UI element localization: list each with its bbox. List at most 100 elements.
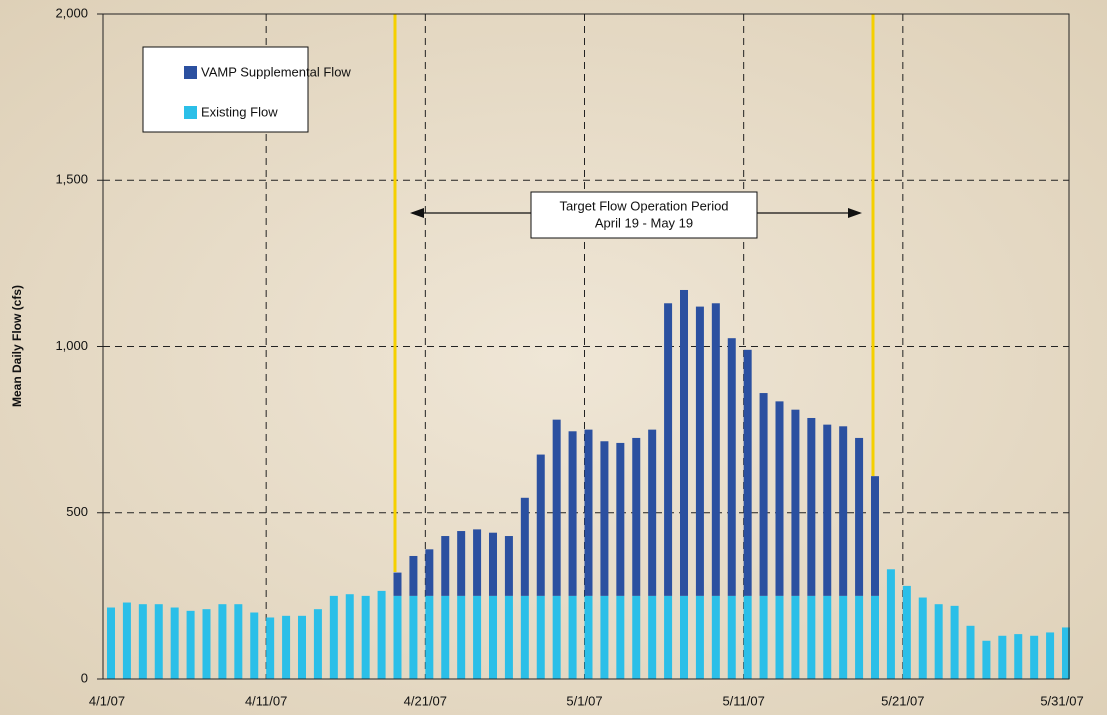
bar — [791, 595, 800, 679]
bar — [154, 604, 163, 679]
bar — [1014, 634, 1023, 679]
bar — [855, 437, 864, 596]
x-tick-label: 5/21/07 — [881, 693, 924, 708]
bar — [393, 595, 402, 679]
bar — [138, 604, 147, 679]
bar — [298, 615, 306, 679]
bar — [329, 595, 338, 679]
x-tick-label: 5/1/07 — [566, 693, 602, 708]
bar — [504, 536, 513, 596]
bar — [1046, 632, 1055, 679]
bar — [489, 532, 497, 596]
bar — [759, 595, 768, 679]
bar — [695, 595, 704, 679]
bar — [918, 597, 927, 679]
legend-label: VAMP Supplemental Flow — [201, 64, 351, 79]
bar — [584, 595, 593, 679]
y-axis-title: Mean Daily Flow (cfs) — [10, 285, 24, 407]
bar — [807, 595, 816, 679]
x-tick-label: 4/11/07 — [245, 693, 287, 708]
bar — [1062, 627, 1070, 679]
bar — [107, 607, 115, 679]
bar — [313, 609, 322, 679]
bar — [950, 605, 959, 679]
legend-label: Existing Flow — [201, 104, 278, 119]
bar — [886, 569, 895, 679]
bar — [441, 536, 450, 596]
bar — [473, 529, 482, 596]
bar — [743, 349, 752, 596]
bar — [266, 617, 275, 679]
bar — [616, 595, 625, 679]
bar — [202, 609, 211, 679]
bar — [1030, 635, 1039, 679]
bar — [680, 289, 688, 596]
bar — [680, 595, 688, 679]
bar — [584, 429, 593, 596]
annotation-box — [530, 191, 758, 239]
bar — [648, 429, 657, 596]
bar — [425, 549, 434, 596]
annotation-text: Target Flow Operation Period — [559, 198, 728, 213]
bar — [552, 595, 561, 679]
bar — [711, 595, 720, 679]
bar — [393, 572, 402, 596]
bar — [122, 602, 131, 679]
x-tick-label: 5/31/07 — [1040, 693, 1083, 708]
bar — [616, 442, 625, 596]
bar — [966, 625, 975, 679]
bar — [536, 595, 545, 679]
x-tick-label: 4/1/07 — [89, 693, 125, 708]
bar — [839, 595, 848, 679]
bar — [791, 409, 800, 596]
bar — [186, 610, 195, 679]
bar — [982, 640, 991, 679]
x-tick-label: 5/11/07 — [722, 693, 764, 708]
y-tick-label: 500 — [66, 504, 88, 519]
y-tick-label: 0 — [81, 670, 88, 685]
y-tick-label: 2,000 — [55, 5, 88, 20]
bar — [998, 635, 1007, 679]
bar — [823, 424, 832, 596]
bar — [504, 595, 513, 679]
bar — [711, 303, 720, 596]
bar — [552, 419, 561, 596]
bar — [664, 303, 673, 596]
bar — [775, 595, 784, 679]
bar — [489, 595, 497, 679]
bar — [170, 607, 179, 679]
bar — [727, 595, 736, 679]
bar — [855, 595, 864, 679]
bar — [218, 604, 227, 679]
bar — [457, 595, 466, 679]
bar — [345, 594, 354, 679]
bar — [425, 595, 434, 679]
bar — [743, 595, 752, 679]
bar — [648, 595, 657, 679]
bar — [282, 615, 291, 679]
y-tick-label: 1,000 — [55, 338, 88, 353]
bar — [441, 595, 450, 679]
bar — [409, 555, 418, 596]
bar — [839, 426, 848, 596]
bar — [775, 401, 784, 596]
bar — [664, 595, 673, 679]
bar — [934, 604, 943, 679]
bar — [520, 595, 529, 679]
bar — [409, 595, 418, 679]
bar — [632, 437, 641, 596]
bar — [759, 393, 768, 596]
bar — [871, 595, 879, 679]
bar — [361, 595, 370, 679]
bar — [377, 590, 386, 679]
bar — [727, 338, 736, 596]
bar — [457, 531, 466, 596]
bar — [902, 585, 911, 679]
bar — [473, 595, 482, 679]
bar — [823, 595, 832, 679]
bar — [234, 604, 243, 679]
bar — [807, 417, 816, 596]
bar — [250, 612, 259, 679]
legend — [142, 46, 309, 133]
